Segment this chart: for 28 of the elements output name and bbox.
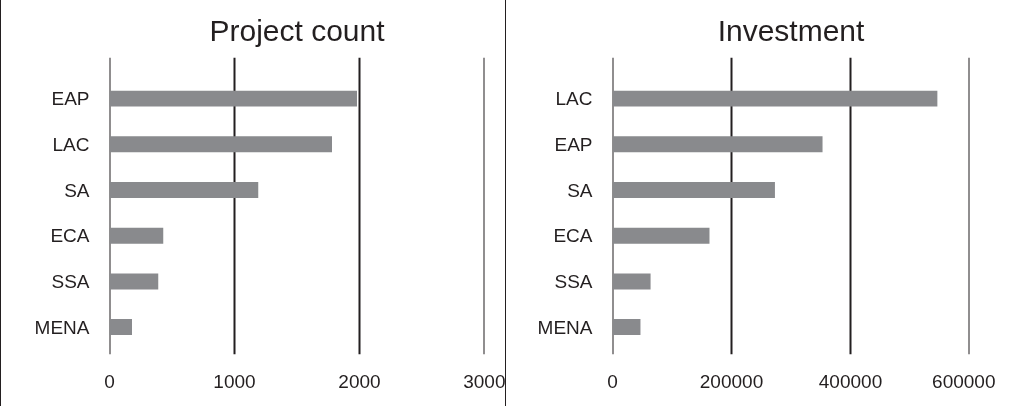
y-tick-label: EAP <box>554 133 593 155</box>
x-tick-label: 1000 <box>213 370 256 392</box>
bar <box>109 227 164 244</box>
y-tick-label: LAC <box>52 133 90 155</box>
y-tick-label: MENA <box>34 316 90 338</box>
bar <box>109 136 332 153</box>
y-tick-label: ECA <box>50 225 90 247</box>
x-tick-label: 400000 <box>818 370 883 392</box>
y-tick-label: SA <box>567 179 593 201</box>
bar <box>109 182 259 198</box>
y-tick-label: MENA <box>537 316 593 338</box>
x-tick-label: 600000 <box>932 370 996 392</box>
bar <box>109 273 159 290</box>
bar <box>109 319 132 336</box>
y-tick-label: LAC <box>555 88 593 110</box>
y-tick-label: SA <box>64 179 90 201</box>
x-tick-label: 0 <box>607 370 618 392</box>
x-tick-label: 200000 <box>699 370 764 392</box>
y-tick-label: SSA <box>554 270 593 292</box>
y-tick-label: ECA <box>553 225 593 247</box>
x-tick-label: 3000 <box>463 370 506 392</box>
chart-title: Investment <box>717 13 866 47</box>
x-tick-label: 2000 <box>338 370 381 392</box>
y-tick-label: EAP <box>51 88 90 110</box>
y-tick-label: SSA <box>51 270 90 292</box>
x-tick-label: 0 <box>104 370 115 392</box>
chart-title: Project count <box>209 13 386 47</box>
bar <box>109 90 357 107</box>
